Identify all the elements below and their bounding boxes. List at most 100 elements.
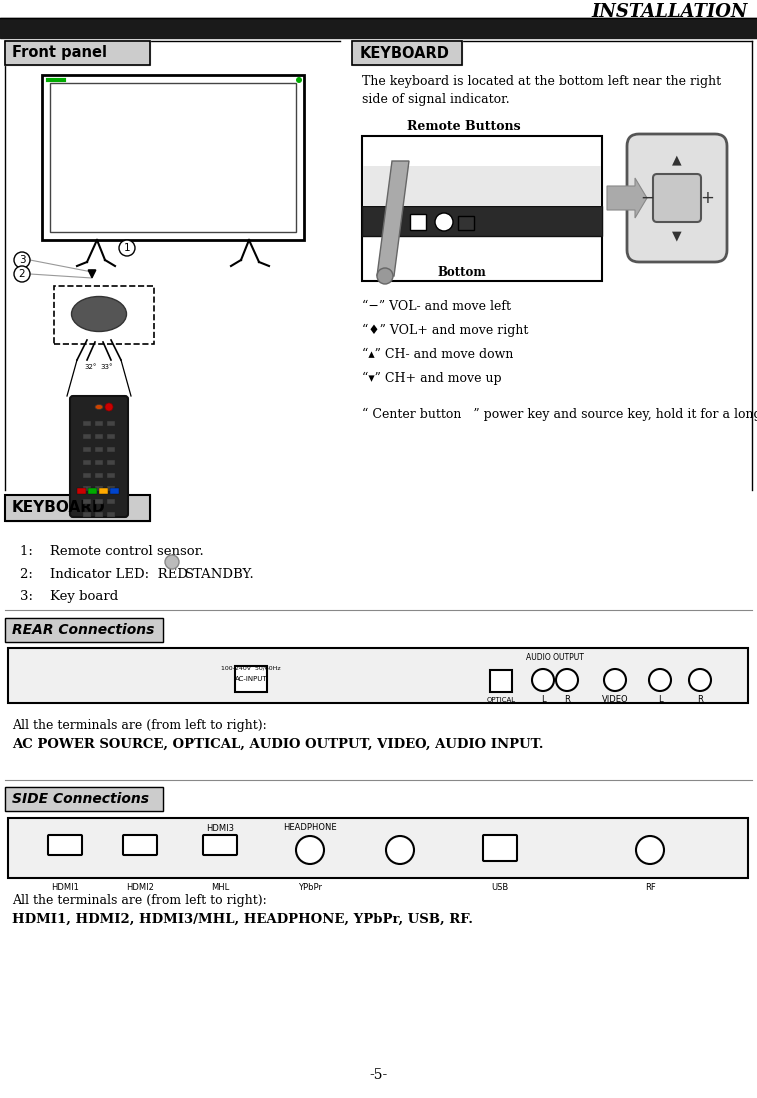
FancyBboxPatch shape: [203, 834, 237, 855]
Text: KEYBOARD: KEYBOARD: [12, 501, 106, 515]
Text: “▴” CH- and move down: “▴” CH- and move down: [362, 348, 513, 361]
Bar: [410, 214, 426, 229]
Text: OPTICAL: OPTICAL: [487, 697, 516, 703]
Text: MHL: MHL: [211, 884, 229, 893]
FancyBboxPatch shape: [70, 396, 128, 517]
Bar: [83, 434, 91, 439]
Bar: [54, 285, 154, 344]
Bar: [5, 41, 150, 65]
Bar: [362, 206, 602, 236]
Bar: [95, 498, 103, 504]
Bar: [83, 498, 91, 504]
Bar: [5, 495, 150, 520]
Bar: [363, 166, 601, 206]
Bar: [107, 512, 115, 517]
Text: The keyboard is located at the bottom left near the right: The keyboard is located at the bottom le…: [362, 75, 721, 88]
Text: 33°: 33°: [101, 365, 114, 370]
Bar: [107, 447, 115, 452]
Bar: [50, 83, 296, 232]
Bar: [95, 486, 103, 491]
Bar: [110, 488, 119, 494]
Bar: [88, 488, 97, 494]
Text: R: R: [564, 695, 570, 705]
Bar: [352, 41, 462, 65]
Bar: [5, 41, 150, 65]
Text: SIDE Connections: SIDE Connections: [12, 792, 149, 806]
Bar: [5, 787, 163, 811]
FancyBboxPatch shape: [123, 834, 157, 855]
Text: −: −: [640, 189, 654, 208]
Text: HDMI2: HDMI2: [126, 884, 154, 893]
FancyBboxPatch shape: [483, 834, 517, 861]
Text: ▼: ▼: [672, 229, 682, 243]
Bar: [5, 787, 163, 811]
Bar: [107, 486, 115, 491]
Text: 1: 1: [123, 243, 130, 253]
Text: 3: 3: [19, 255, 25, 265]
Bar: [83, 473, 91, 478]
Circle shape: [14, 253, 30, 268]
FancyBboxPatch shape: [627, 134, 727, 262]
Text: “ Center button   ” power key and source key, hold it for a long time, the TV wi: “ Center button ” power key and source k…: [362, 408, 757, 422]
Circle shape: [689, 669, 711, 691]
Bar: [352, 41, 462, 65]
Bar: [107, 460, 115, 464]
Text: R: R: [697, 695, 703, 705]
Bar: [107, 473, 115, 478]
Circle shape: [105, 403, 113, 411]
FancyBboxPatch shape: [653, 173, 701, 222]
Bar: [107, 498, 115, 504]
Text: L: L: [540, 695, 545, 705]
Bar: [5, 618, 163, 642]
Bar: [8, 818, 748, 878]
Text: 1:    Remote control sensor.: 1: Remote control sensor.: [20, 545, 204, 558]
Bar: [5, 618, 163, 642]
Bar: [235, 666, 267, 692]
Circle shape: [636, 836, 664, 864]
Bar: [42, 75, 304, 240]
Bar: [83, 460, 91, 464]
Text: 3:    Key board: 3: Key board: [20, 590, 118, 603]
Text: HDMI1: HDMI1: [51, 884, 79, 893]
Bar: [95, 421, 103, 426]
Bar: [362, 136, 602, 281]
Text: Bottom: Bottom: [437, 267, 486, 280]
Text: 32°: 32°: [85, 365, 97, 370]
Ellipse shape: [71, 296, 126, 332]
Text: KEYBOARD: KEYBOARD: [360, 45, 450, 60]
Text: USB: USB: [491, 884, 509, 893]
Polygon shape: [377, 161, 409, 276]
Text: All the terminals are (from left to right):: All the terminals are (from left to righ…: [12, 894, 266, 907]
Text: AUDIO OUTPUT: AUDIO OUTPUT: [526, 653, 584, 662]
Text: VIDEO: VIDEO: [602, 695, 628, 705]
Circle shape: [119, 240, 135, 256]
Text: HDMI3: HDMI3: [206, 824, 234, 833]
Text: -5-: -5-: [369, 1068, 387, 1082]
Text: YPbPr: YPbPr: [298, 884, 322, 893]
Text: REAR Connections: REAR Connections: [12, 623, 154, 637]
Circle shape: [556, 669, 578, 691]
Circle shape: [532, 669, 554, 691]
Bar: [107, 434, 115, 439]
Ellipse shape: [95, 404, 103, 410]
FancyBboxPatch shape: [48, 834, 82, 855]
Bar: [99, 488, 108, 494]
Text: “♦” VOL+ and move right: “♦” VOL+ and move right: [362, 324, 528, 337]
Circle shape: [296, 836, 324, 864]
Text: HDMI1, HDMI2, HDMI3/MHL, HEADPHONE, YPbPr, USB, RF.: HDMI1, HDMI2, HDMI3/MHL, HEADPHONE, YPbP…: [12, 914, 473, 926]
Text: side of signal indicator.: side of signal indicator.: [362, 93, 509, 107]
Bar: [95, 512, 103, 517]
Text: 2: 2: [19, 269, 25, 279]
Bar: [0, 18, 757, 38]
Text: ▲: ▲: [672, 154, 682, 167]
Bar: [8, 648, 748, 703]
Bar: [107, 421, 115, 426]
Bar: [95, 460, 103, 464]
Text: “−” VOL- and move left: “−” VOL- and move left: [362, 300, 511, 313]
Circle shape: [604, 669, 626, 691]
Text: STANDBY.: STANDBY.: [185, 568, 255, 581]
Bar: [83, 512, 91, 517]
Bar: [83, 486, 91, 491]
Bar: [83, 447, 91, 452]
Text: Remote Buttons: Remote Buttons: [407, 120, 521, 133]
